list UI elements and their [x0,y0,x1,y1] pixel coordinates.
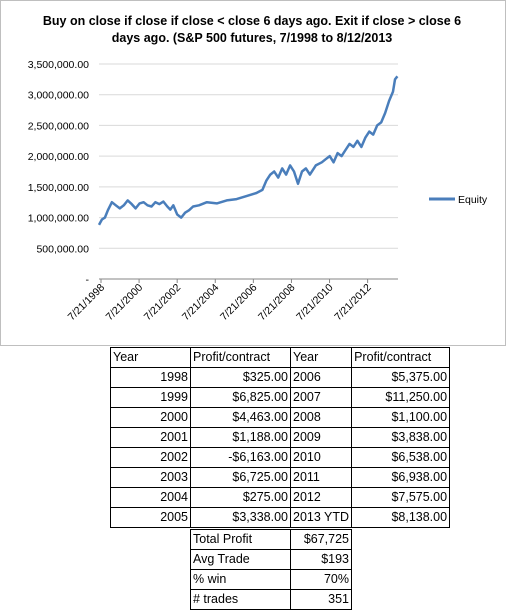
table-cell: $8,138.00 [351,507,451,528]
summary-row: Total Profit $67,725 [190,529,352,550]
table-cell: 2006 [289,367,353,388]
table-row: 2003 $6,725.00 2011 $6,938.00 [110,467,451,488]
summary-value: $193 [290,549,352,570]
chart-area: Buy on close if close if close < close 6… [0,0,506,346]
x-tick-label: 7/21/2000 [104,282,146,324]
table-header-row: Year Profit/contract Year Profit/contract [110,347,451,368]
summary-row: % win 70% [190,569,352,590]
table-row: 1998 $325.00 2006 $5,375.00 [110,367,451,388]
summary-value: 70% [290,569,352,590]
x-tick-label: 7/21/2004 [180,282,222,324]
table-cell: $6,725.00 [190,467,291,488]
x-tick-label: 7/21/2012 [332,282,374,324]
table-cell: 2007 [289,387,353,408]
table-cell: 1999 [110,387,191,408]
table-cell: $6,825.00 [190,387,291,408]
legend-label-equity: Equity [458,194,488,206]
summary-table: Total Profit $67,725 Avg Trade $193% win 70%… [190,529,352,610]
table-cell: 2013 YTD [289,507,353,528]
table-cell: 2008 [289,407,353,428]
equity-chart: Buy on close if close if close < close 6… [28,14,488,323]
table-row: 2002 -$6,163.00 2010 $6,538.00 [110,447,451,468]
chart-title: Buy on close if close if close < close 6… [43,14,461,45]
table-cell: $11,250.00 [351,387,451,408]
table-cell: 2005 [110,507,191,528]
table-cell: $4,463.00 [190,407,291,428]
summary-label: # trades [190,589,291,610]
y-tick-label: 3,000,000.00 [28,90,89,102]
table-cell: $5,375.00 [351,367,451,388]
table-cell: $1,188.00 [190,427,291,448]
table-cell: 2011 [289,467,353,488]
table-cell: 2000 [110,407,191,428]
y-tick-label: 2,000,000.00 [28,151,89,163]
x-tick-label: 7/21/2002 [142,282,184,324]
table-cell: $325.00 [190,367,291,388]
table-cell: 1998 [110,367,191,388]
table-row: 2001 $1,188.00 2009 $3,838.00 [110,427,451,448]
legend: Equity [429,194,488,206]
x-tick-label: 7/21/1998 [66,282,108,324]
table-header-cell: Profit/contract [190,347,291,368]
y-tick-label: 2,500,000.00 [28,120,89,132]
series-line-equity [97,75,399,226]
summary-value: $67,725 [290,529,352,550]
table-cell: 2004 [110,487,191,508]
table-header-cell: Profit/contract [351,347,451,368]
y-tick-label: 3,500,000.00 [28,59,89,71]
x-tick-label: 7/21/2010 [294,282,336,324]
table-cell: 2009 [289,427,353,448]
table-cell: -$6,163.00 [190,447,291,468]
table-cell: $3,338.00 [190,507,291,528]
table-cell: $6,938.00 [351,467,451,488]
summary-row: Avg Trade $193 [190,549,352,570]
yearly-profit-table: Year Profit/contract Year Profit/contract 19… [110,347,451,528]
table-row: 2005 $3,338.00 2013 YTD $8,138.00 [110,507,451,528]
table-cell: $6,538.00 [351,447,451,468]
table-header-cell: Year [289,347,353,368]
y-tick-label: 500,000.00 [36,243,89,255]
summary-row: # trades 351 [190,589,352,610]
chart-title-line-2: days ago. (S&P 500 futures, 7/1998 to 8/… [112,31,393,45]
table-cell: 2010 [289,447,353,468]
x-axis-ticks: 7/21/19987/21/20007/21/20027/21/20047/21… [66,279,374,323]
table-cell: $7,575.00 [351,487,451,508]
y-tick-label: - [86,274,90,286]
table-header-cell: Year [110,347,191,368]
y-tick-label: 1,500,000.00 [28,182,89,194]
table-cell: 2003 [110,467,191,488]
gridlines [99,63,398,280]
table-cell: 2001 [110,427,191,448]
table-cell: 2012 [289,487,353,508]
table-cell: $1,100.00 [351,407,451,428]
y-tick-label: 1,000,000.00 [28,213,89,225]
x-tick-label: 7/21/2006 [218,282,260,324]
summary-label: Avg Trade [190,549,291,570]
x-tick-label: 7/21/2008 [256,282,298,324]
table-row: 1999 $6,825.00 2007 $11,250.00 [110,387,451,408]
series-lines [97,75,399,226]
table-row: 2004 $275.00 2012 $7,575.00 [110,487,451,508]
chart-title-line-1: Buy on close if close if close < close 6… [43,14,461,28]
y-axis-ticks: 3,500,000.00 3,000,000.00 2,500,000.00 2,00… [28,59,90,286]
table-cell: 2002 [110,447,191,468]
summary-label: Total Profit [190,529,291,550]
summary-value: 351 [290,589,352,610]
table-cell: $3,838.00 [351,427,451,448]
summary-label: % win [190,569,291,590]
table-row: 2000 $4,463.00 2008 $1,100.00 [110,407,451,428]
table-cell: $275.00 [190,487,291,508]
